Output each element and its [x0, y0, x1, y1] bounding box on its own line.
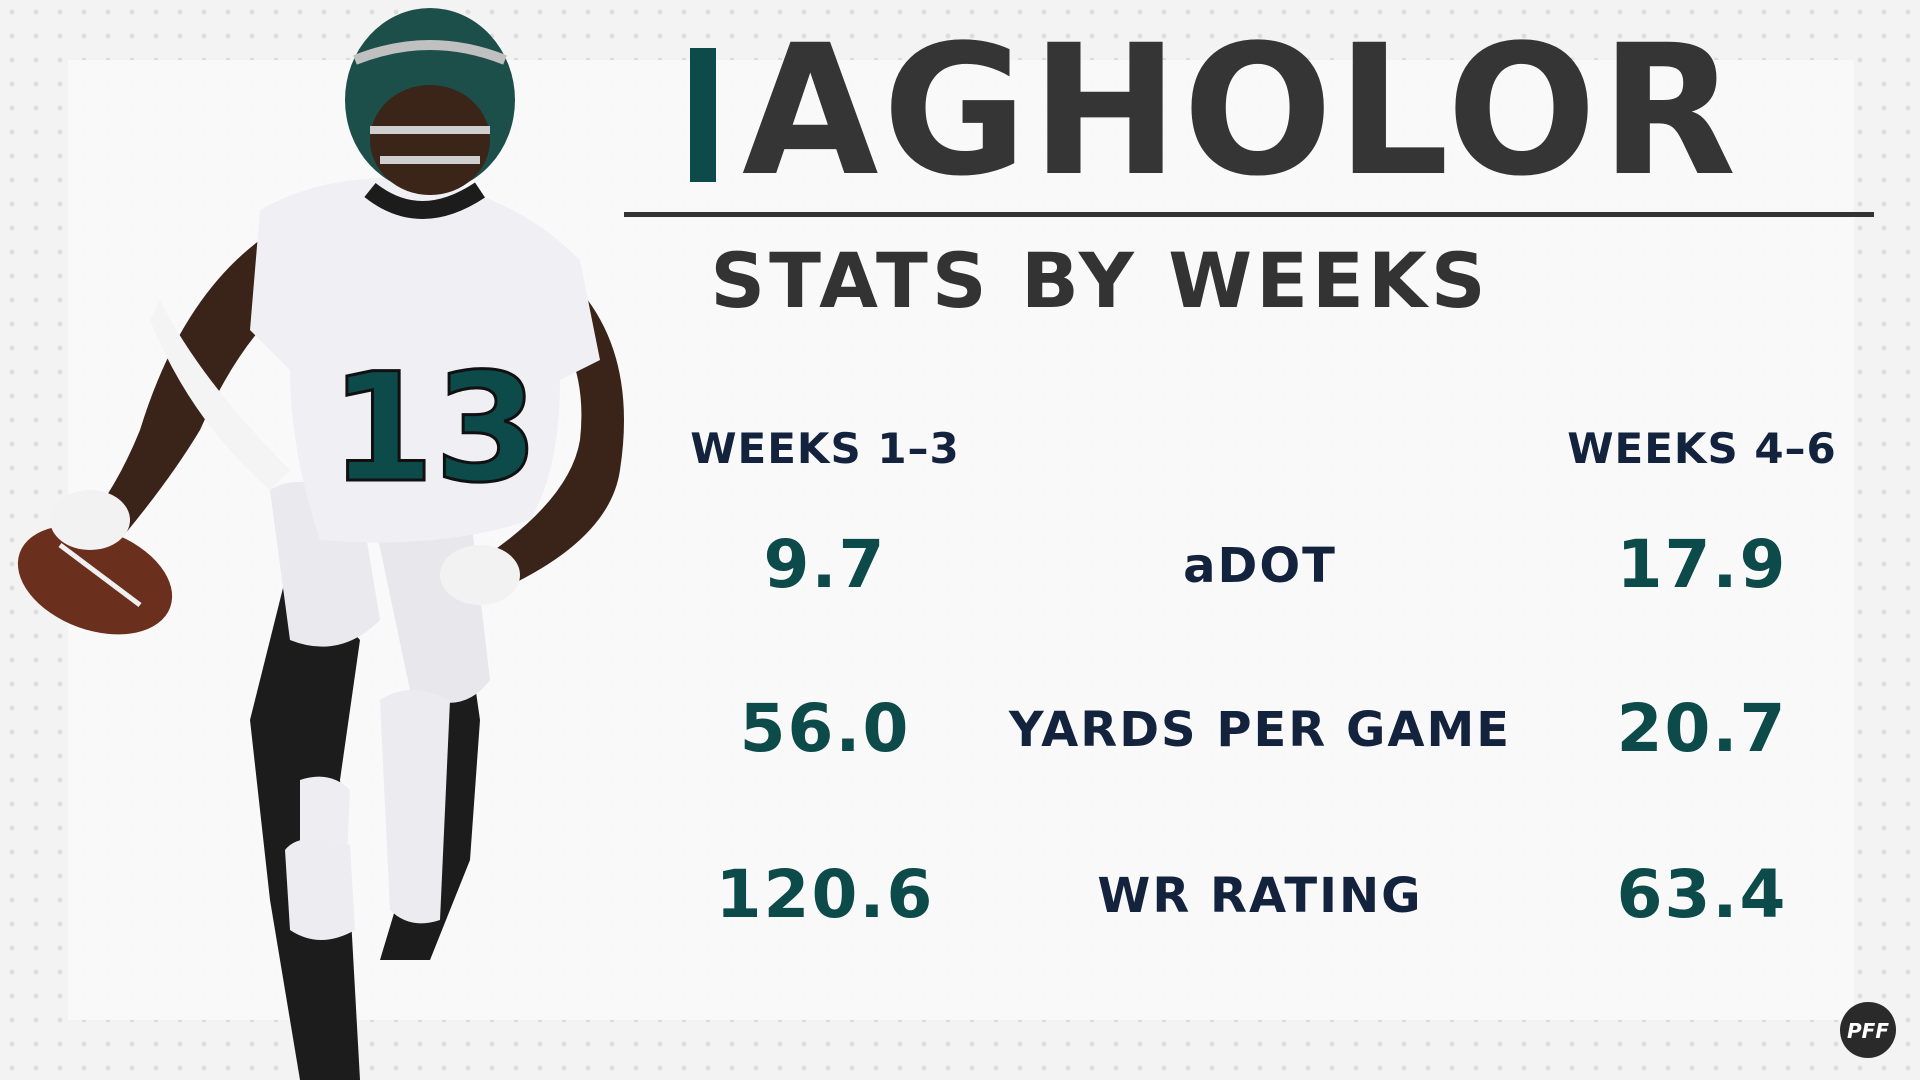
svg-text:PFF: PFF: [1847, 1019, 1889, 1043]
stat-label-wr-rating: WR RATING: [1097, 868, 1423, 924]
stat-left-adot: 9.7: [763, 526, 887, 603]
stat-right-adot: 17.9: [1616, 526, 1788, 603]
stat-right-yards-per-game: 20.7: [1616, 690, 1788, 767]
stat-left-wr-rating: 120.6: [715, 856, 935, 933]
title-divider: [624, 212, 1874, 217]
column-header-weeks-4-6: WEEKS 4–6: [1567, 424, 1837, 473]
stat-label-yards-per-game: YARDS PER GAME: [1008, 702, 1512, 758]
stat-left-yards-per-game: 56.0: [739, 690, 911, 767]
pff-logo-icon: PFF: [1840, 1002, 1896, 1058]
stat-label-adot: aDOT: [1183, 538, 1337, 594]
title-accent-bar: [690, 48, 716, 182]
subtitle: STATS BY WEEKS: [710, 236, 1490, 325]
svg-text:13: 13: [330, 342, 539, 516]
column-header-weeks-1-3: WEEKS 1–3: [690, 424, 960, 473]
player-name: AGHOLOR: [742, 7, 1741, 216]
player-photo: 13: [17, 8, 624, 1080]
stat-right-wr-rating: 63.4: [1616, 856, 1788, 933]
